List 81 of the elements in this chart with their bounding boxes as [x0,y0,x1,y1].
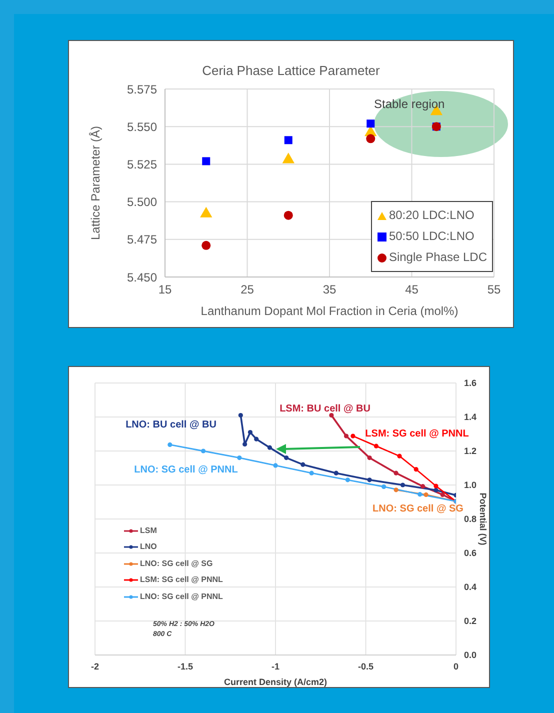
y-tick-label: 5.475 [126,232,158,247]
x-tick-label: 0 [453,661,459,672]
y2-tick-label: 0.6 [464,548,477,558]
annotation: LNO: SG cell @ PNNL [134,464,238,476]
y2-tick-label: 1.0 [464,480,477,490]
point [254,436,259,442]
point [374,444,379,448]
x-tick-label: 25 [240,282,254,297]
legend-label: LNO [140,541,157,553]
point [382,484,386,489]
point [273,463,278,468]
point [440,492,445,497]
point [267,445,272,450]
point [400,482,406,488]
legend-label: Single Phase LDC [388,249,487,266]
point [284,136,292,144]
annotation: LNO: SG cell @ SG [372,504,464,514]
y2-tick-label: 1.6 [464,378,477,388]
y-axis-title: Lattice Parameter (Å) [88,126,102,240]
point [397,454,402,458]
point [367,456,372,460]
point [284,456,289,460]
point [367,478,372,482]
point [434,484,438,488]
point [394,488,398,492]
x-tick-label: 55 [487,282,501,297]
x-tick-label: 15 [158,282,172,297]
y2-axis-title: Potential (V) [478,492,488,546]
point [300,462,306,467]
point [366,134,376,144]
point [202,240,211,250]
y-tick-label: 5.450 [126,270,158,284]
point [344,434,349,438]
y-tick-label: 5.575 [126,82,158,96]
x-tick-label: 45 [405,282,419,297]
x-tick-label: -1 [271,661,280,672]
chart-title: Ceria Phase Lattice Parameter [201,63,381,78]
legend-label: 80:20 LDC:LNO [388,207,474,224]
point [248,430,253,435]
annotation: LNO: BU cell @ BU [126,420,216,430]
legend-label: 50:50 LDC:LNO [388,228,474,245]
x-tick-label: -0.5 [358,661,374,672]
legend-label: LNO: SG cell @ PNNL [140,590,223,602]
legend-label: LSM [140,524,157,536]
point [414,467,418,472]
point [420,484,426,489]
y-tick-label: 5.525 [126,157,158,172]
point [242,442,248,446]
x-axis-title: Current Density (A/cm2) [224,677,328,687]
point [345,478,350,482]
y2-tick-label: 0.4 [464,582,477,592]
y2-tick-label: 1.2 [464,446,477,456]
x-axis-title: Lanthanum Dopant Mol Fraction in Ceria (mol%) [200,304,458,318]
point [418,492,422,497]
legend-label: LSM: SG cell @ PNNL [140,574,223,586]
point [309,470,314,476]
point [434,488,438,492]
point [394,470,398,476]
point [350,434,356,438]
annotation: LSM: BU cell @ BU [280,404,370,414]
y-tick-label: 5.500 [126,195,158,210]
x-tick-label: -1.5 [177,661,194,672]
y2-tick-label: 1.4 [464,412,477,422]
point [202,157,210,166]
y2-tick-label: 0.0 [464,650,477,660]
annotation: LSM: SG cell @ PNNL [365,428,469,440]
point [329,413,334,418]
point [237,456,242,460]
y2-tick-label: 0.8 [464,514,477,524]
x-tick-label: 35 [322,282,336,297]
point [168,442,172,448]
point [424,492,428,497]
x-tick-label: -2 [90,661,100,672]
point [366,120,375,128]
point [284,210,293,220]
point [201,448,206,454]
point [334,470,338,476]
legend-label: LNO: SG cell @ SG [140,558,213,570]
point [238,413,243,418]
y-tick-label: 5.550 [126,120,158,134]
y2-tick-label: 0.2 [464,616,477,626]
